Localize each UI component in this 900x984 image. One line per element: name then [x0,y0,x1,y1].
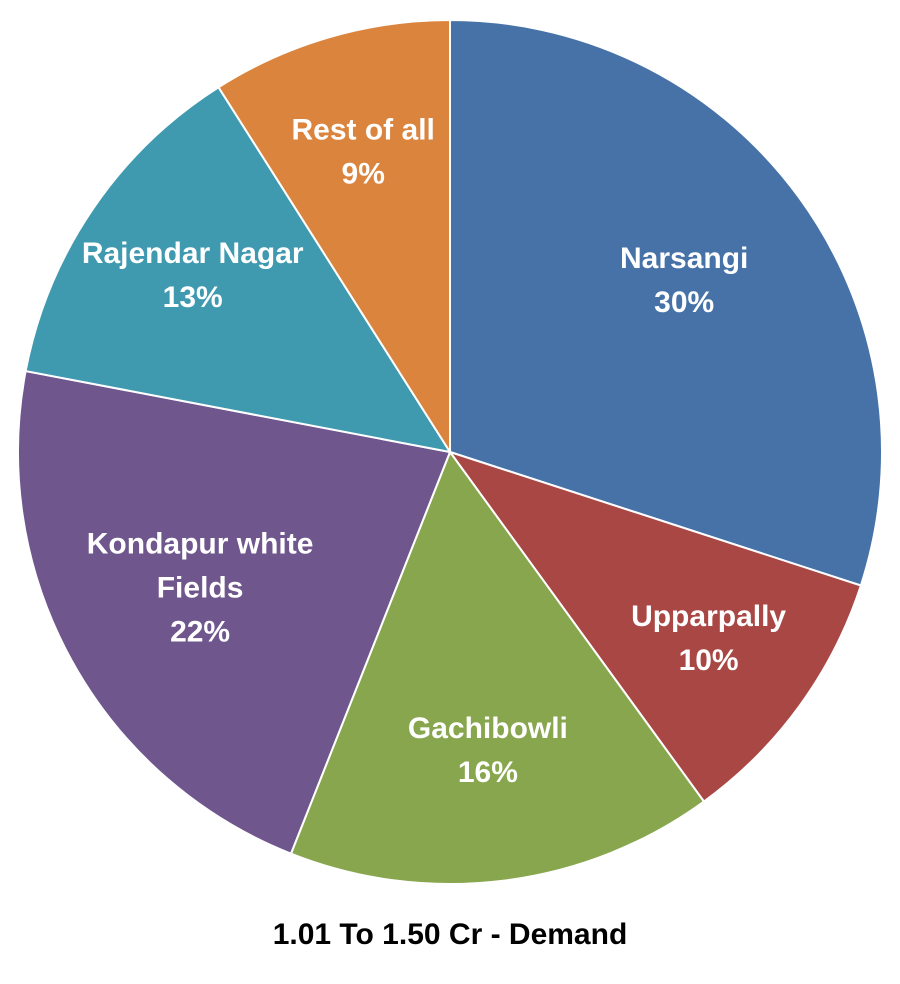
pie-slice-upparpally [447,450,863,803]
chart-title: 1.01 To 1.50 Cr - Demand [272,918,628,951]
slice-percent: 9% [342,157,385,190]
slice-name: Gachibowli [408,712,568,745]
slice-name: Rajendar Nagar [82,237,304,270]
slice-labels: Narsangi 30% Upparpally 10% Gachibowli 16% Kon… [82,113,787,789]
slice-percent: 10% [679,644,739,677]
pie-slice-gachibowli [289,449,706,885]
pie-slice-kondapur-white-fields [17,369,452,855]
pie-chart: Narsangi 30% Upparpally 10% Gachibowli 16% Kon… [17,18,884,885]
slice-label-upparpally: Upparpally 10% [631,600,786,677]
pie-slices [17,18,884,885]
slice-percent: 30% [654,286,714,319]
slice-label-rajendar-nagar: Rajendar Nagar 13% [82,237,304,314]
slice-name: Fields [157,571,244,604]
slice-label-gachibowli: Gachibowli 16% [408,712,568,789]
slice-percent: 13% [163,281,223,314]
slice-name: Rest of all [292,113,435,146]
slice-label-narsangi: Narsangi 30% [620,242,748,319]
slice-percent: 22% [170,615,230,648]
slice-label-rest-of-all: Rest of all 9% [292,113,435,190]
pie-slice-rest-of-all [217,18,451,456]
pie-slice-rajendar-nagar [24,85,453,454]
pie-slice-narsangi [449,18,884,587]
slice-name: Kondapur white [87,527,314,560]
slice-percent: 16% [458,756,518,789]
slice-name: Upparpally [631,600,786,633]
slice-label-kondapur-white-fields: Kondapur white Fields 22% [87,527,314,648]
slice-name: Narsangi [620,242,748,275]
